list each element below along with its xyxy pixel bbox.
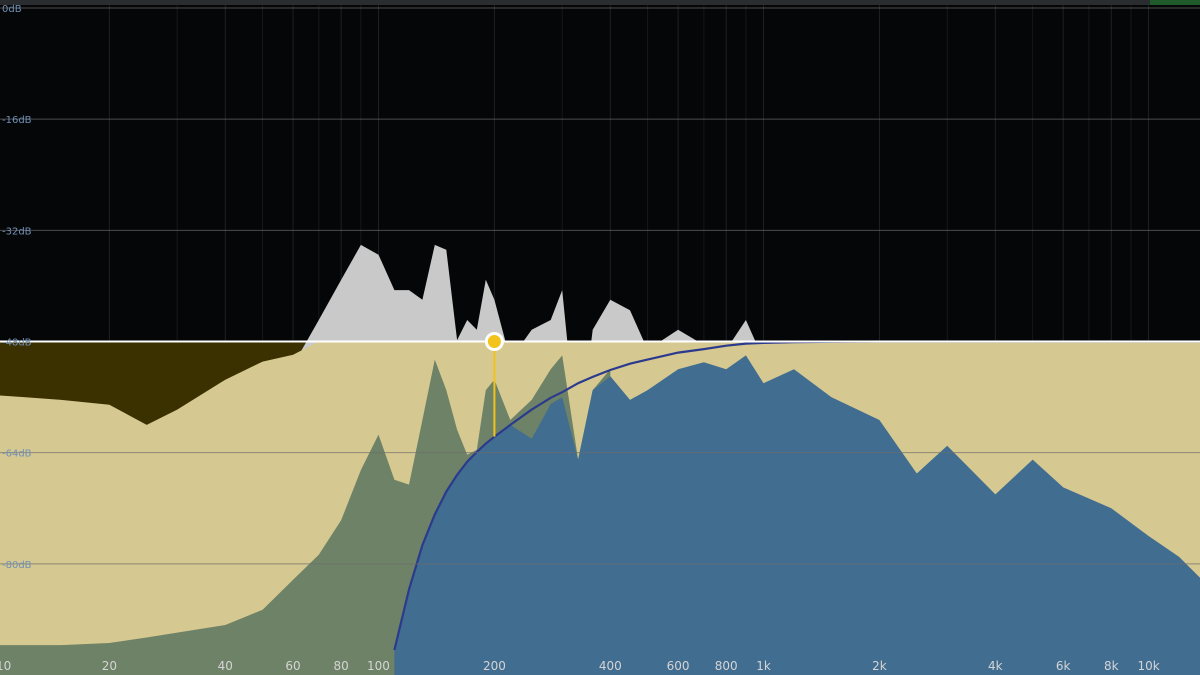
x-tick-label: 20 [102,659,117,673]
y-tick-label: -16dB [2,115,32,126]
x-tick-label: 200 [483,659,506,673]
x-tick-label: 10k [1137,659,1159,673]
spectrum-area [394,355,1200,675]
x-tick-label: 6k [1056,659,1071,673]
x-tick-label: 40 [218,659,233,673]
x-tick-label: 400 [599,659,622,673]
y-tick-label: -48dB [2,338,32,349]
y-tick-label: -80dB [2,560,32,571]
x-tick-label: 80 [334,659,349,673]
x-tick-label: 4k [988,659,1003,673]
x-tick-label: 800 [715,659,738,673]
x-tick-label: 100 [367,659,390,673]
threshold-node[interactable] [484,332,504,351]
x-tick-label: 600 [667,659,690,673]
plot-area [0,5,1200,675]
x-tick-label: 10 [0,659,11,673]
y-tick-label: -64dB [2,449,32,460]
top-bar-meter [1150,0,1200,5]
x-tick-label: 1k [756,659,771,673]
x-tick-label: 8k [1104,659,1119,673]
top-bar [0,0,1200,5]
y-tick-label: -32dB [2,226,32,237]
x-tick-label: 2k [872,659,887,673]
x-tick-label: 60 [285,659,300,673]
y-tick-label: 0dB [2,4,22,15]
